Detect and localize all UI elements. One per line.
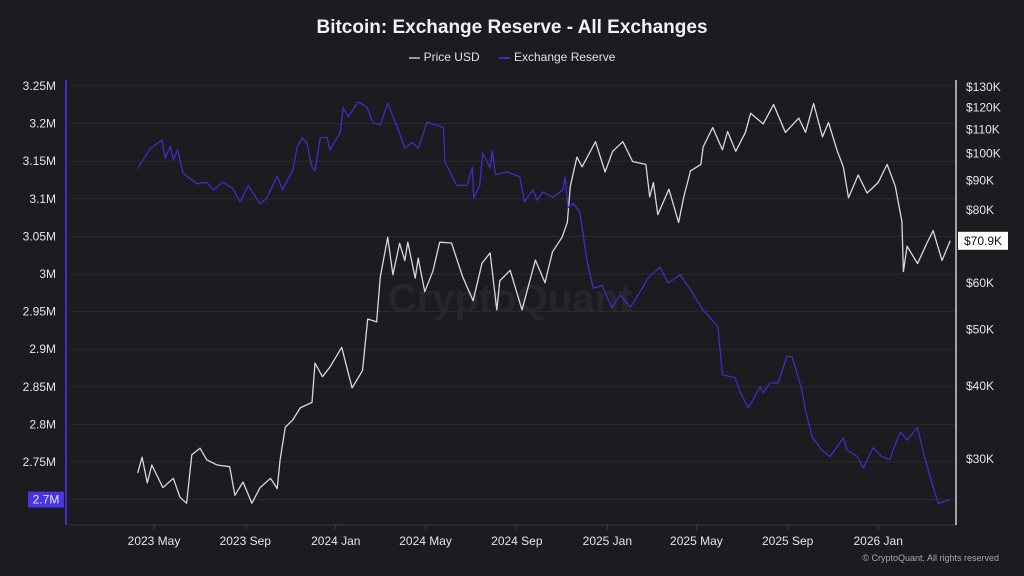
left-tick-label: 3.25M	[23, 79, 56, 93]
right-tick-label: $60K	[966, 276, 994, 290]
left-tick-label: 2.85M	[23, 380, 56, 394]
current-price-badge	[958, 231, 1008, 250]
left-tick-label: 2.9M	[29, 342, 56, 356]
legend-label-reserve: Exchange Reserve	[513, 50, 616, 64]
price-usd-line	[137, 102, 951, 504]
legend-item-price[interactable]: Price USD	[408, 50, 480, 64]
right-tick-label: $120K	[966, 100, 1001, 114]
left-tick-label: 2.95M	[23, 305, 56, 319]
x-tick-label: 2023 May	[128, 534, 181, 548]
x-tick-label: 2026 Jan	[853, 534, 902, 548]
left-tick-label: 3M	[39, 267, 56, 281]
legend-item-reserve[interactable]: Exchange Reserve	[498, 50, 616, 64]
right-tick-label: $50K	[966, 322, 994, 336]
left-tick-label: 2.75M	[23, 455, 56, 469]
right-tick-label: $30K	[966, 452, 994, 466]
left-tick-label: 3.2M	[29, 117, 56, 131]
right-tick-label: $110K	[966, 122, 1000, 136]
x-tick-label: 2025 Jan	[583, 534, 632, 548]
x-tick-label: 2024 May	[399, 534, 452, 548]
current-price-label: $70.9K	[964, 234, 1002, 248]
x-tick-label: 2024 Sep	[491, 534, 543, 548]
legend-label-price: Price USD	[423, 50, 480, 64]
left-tick-label: 3.1M	[29, 192, 56, 206]
left-tick-label: 3.15M	[23, 154, 56, 168]
current-reserve-label: 2.7M	[33, 493, 60, 507]
x-tick-label: 2024 Jan	[311, 534, 360, 548]
exchange-reserve-line	[137, 101, 951, 505]
legend: Price USD Exchange Reserve	[0, 50, 1024, 64]
x-tick-label: 2025 Sep	[762, 534, 814, 548]
left-tick-label: 3.05M	[23, 229, 56, 243]
copyright: © CryptoQuant. All rights reserved	[862, 553, 999, 563]
right-tick-label: $130K	[966, 80, 1001, 94]
watermark: CryptoQuant	[388, 277, 632, 321]
current-reserve-badge	[28, 491, 64, 508]
reserve-swatch	[498, 56, 510, 59]
left-tick-label: 2.8M	[29, 417, 56, 431]
right-tick-label: $90K	[966, 173, 994, 187]
right-tick-label: $100K	[966, 147, 1001, 161]
right-tick-label: $40K	[966, 379, 994, 393]
price-swatch	[408, 56, 420, 59]
x-tick-label: 2023 Sep	[220, 534, 272, 548]
chart-title: Bitcoin: Exchange Reserve - All Exchange…	[316, 17, 708, 38]
x-tick-label: 2025 May	[670, 534, 723, 548]
right-tick-label: $80K	[966, 203, 994, 217]
